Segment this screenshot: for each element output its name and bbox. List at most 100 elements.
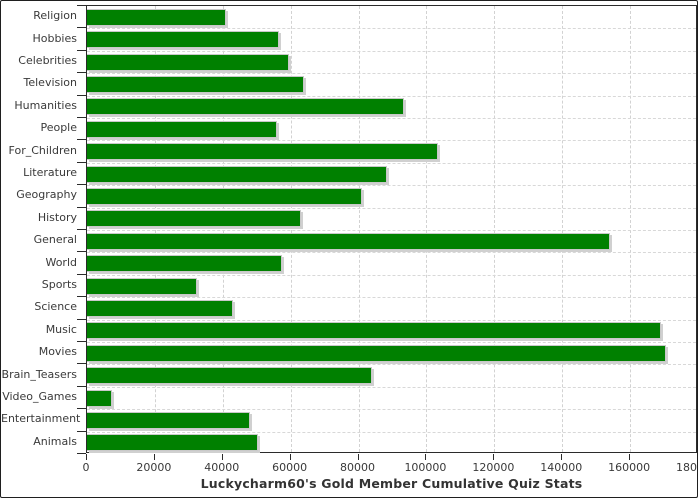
bar-movies [87, 344, 666, 362]
x-axis-tick-label: 140000 [540, 461, 583, 474]
horizontal-gridline [87, 162, 696, 164]
horizontal-gridline [87, 431, 696, 433]
x-axis-tick [289, 454, 291, 460]
y-axis-tick [77, 296, 86, 297]
horizontal-gridline [87, 274, 696, 276]
bar-entertainment [87, 411, 250, 429]
x-axis-tick-label: 120000 [472, 461, 515, 474]
bar-animals [87, 434, 258, 452]
category-label: World [45, 255, 77, 269]
bar-geography [87, 187, 362, 205]
y-axis-tick [77, 27, 86, 28]
y-axis-tick [77, 408, 86, 409]
bar-television [87, 75, 304, 93]
bar-humanities [87, 98, 404, 116]
y-axis-tick [77, 453, 86, 454]
x-axis-tick-label: 60000 [272, 461, 308, 474]
bar-hobbies [87, 31, 279, 49]
category-label: Celebrities [18, 54, 77, 67]
category-label: Video_Games [2, 390, 77, 403]
x-axis-tick-label: 20000 [136, 461, 172, 474]
plot-area [86, 5, 697, 453]
y-axis-tick [77, 162, 86, 163]
y-axis-tick [77, 117, 86, 118]
x-axis-tick-label: 160000 [608, 461, 651, 474]
y-axis-tick [77, 5, 86, 6]
y-axis-tick [77, 72, 86, 73]
horizontal-gridline [87, 28, 696, 30]
category-label: Television [23, 76, 78, 90]
x-axis-tick-label: 40000 [204, 461, 240, 474]
vertical-gridline [154, 6, 156, 452]
category-label: Religion [33, 9, 77, 23]
vertical-gridline [630, 6, 632, 452]
bar-for_children [87, 143, 438, 161]
bar-religion [87, 8, 226, 26]
category-label: Literature [23, 166, 77, 179]
horizontal-gridline [87, 73, 696, 75]
horizontal-gridline [87, 342, 696, 343]
vertical-gridline [426, 6, 428, 452]
x-axis-tick-label: 80000 [340, 461, 376, 474]
x-axis-tick [357, 454, 359, 460]
x-axis-tick-label: 100000 [404, 461, 447, 474]
y-axis-tick [77, 386, 86, 387]
bar-sports [87, 277, 197, 295]
bar-general [87, 232, 610, 250]
category-label: People [40, 121, 77, 135]
category-label: Entertainment [1, 412, 81, 426]
y-axis-tick [77, 431, 86, 432]
y-axis-tick [77, 341, 86, 342]
horizontal-gridline [87, 386, 696, 388]
chart-title: Luckycharm60's Gold Member Cumulative Qu… [200, 476, 583, 491]
vertical-gridline [290, 6, 292, 452]
horizontal-gridline [87, 364, 696, 366]
bar-video_games [87, 389, 112, 407]
x-axis-tick [153, 454, 155, 460]
y-axis-tick [77, 50, 86, 51]
y-axis-tick [77, 184, 86, 185]
category-label: Geography [16, 188, 77, 202]
category-label: Humanities [14, 98, 77, 112]
x-axis-tick [697, 454, 698, 460]
vertical-gridline [358, 6, 360, 452]
horizontal-gridline [87, 140, 696, 142]
x-axis-tick [425, 454, 427, 460]
bar-brain_teasers [87, 367, 372, 385]
horizontal-gridline [87, 50, 696, 52]
bar-world [87, 255, 282, 273]
horizontal-gridline [87, 319, 696, 321]
category-label: History [37, 210, 77, 224]
x-axis-tick [221, 454, 223, 460]
x-axis-tick [493, 454, 495, 460]
y-axis-tick [77, 95, 86, 96]
y-axis-tick [77, 229, 86, 230]
vertical-gridline [494, 6, 496, 452]
x-axis-tick [561, 454, 563, 460]
x-axis-tick [86, 454, 87, 460]
category-label: Science [34, 300, 77, 314]
category-label: Music [45, 322, 77, 336]
x-axis-tick-label: 0 [82, 461, 90, 474]
bar-history [87, 210, 301, 228]
horizontal-gridline [87, 118, 696, 119]
category-label: General [33, 233, 77, 247]
bar-music [87, 322, 661, 340]
category-label: Hobbies [32, 31, 77, 45]
bar-science [87, 299, 233, 317]
y-axis-tick [77, 251, 86, 252]
horizontal-gridline [87, 230, 696, 231]
x-axis-tick-label: 180000 [676, 461, 697, 474]
bar-people [87, 120, 277, 138]
bar-celebrities [87, 53, 289, 71]
y-axis-tick [77, 207, 86, 208]
y-axis-tick [77, 139, 86, 140]
horizontal-gridline [87, 409, 696, 411]
y-axis-tick [77, 274, 86, 275]
category-label: Sports [41, 278, 77, 291]
category-label: Animals [33, 434, 77, 448]
horizontal-gridline [87, 207, 696, 209]
horizontal-gridline [87, 185, 696, 187]
horizontal-gridline [87, 252, 696, 254]
